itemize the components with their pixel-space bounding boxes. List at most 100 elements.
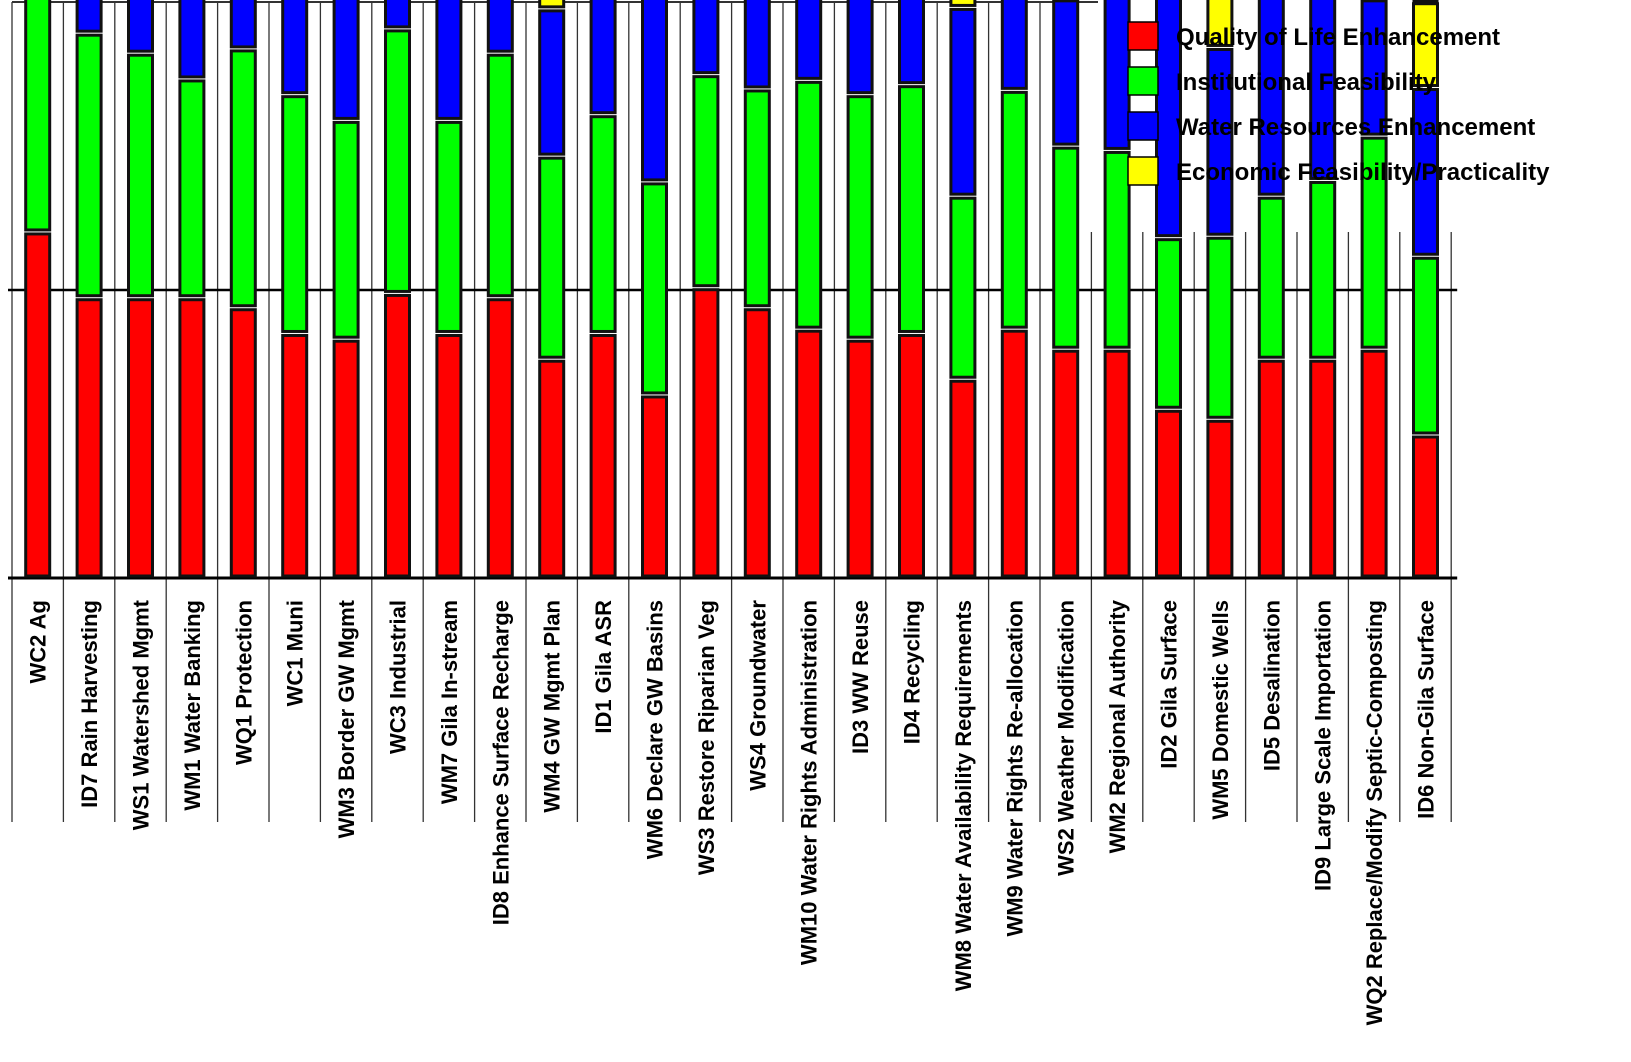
bar-segment-quality-of-life-enhancement bbox=[332, 339, 360, 578]
bar-segment-water-resources-enhancement bbox=[178, 0, 206, 79]
bar-segment-water-resources-enhancement bbox=[127, 0, 154, 53]
category-label: WM8 Water Availability Requirements bbox=[951, 600, 976, 991]
bar-segment-water-resources-enhancement bbox=[1309, 0, 1337, 180]
bar-segment-economic-feasibility-practicality bbox=[1206, 0, 1234, 47]
bar-segment-institutional-feasibility bbox=[795, 80, 823, 329]
bar-segment-quality-of-life-enhancement bbox=[1000, 329, 1028, 578]
bar-segment-water-resources-enhancement bbox=[281, 0, 309, 95]
category-label: ID3 WW Reuse bbox=[848, 600, 873, 754]
bar-segment-water-resources-enhancement bbox=[589, 0, 617, 115]
bar-segment-water-resources-enhancement bbox=[1412, 88, 1439, 256]
bar-segment-quality-of-life-enhancement bbox=[846, 339, 874, 578]
category-label: WM5 Domestic Wells bbox=[1208, 600, 1233, 820]
category-label: ID2 Gila Surface bbox=[1157, 600, 1182, 769]
bar-segment-water-resources-enhancement bbox=[949, 7, 977, 196]
bar-segment-quality-of-life-enhancement bbox=[127, 298, 154, 578]
category-label: WQ2 Replace/Modify Septic-Composting bbox=[1362, 600, 1387, 1025]
category-label: WS2 Weather Modification bbox=[1054, 600, 1079, 876]
bar-segment-water-resources-enhancement bbox=[743, 0, 771, 89]
category-label: ID8 Enhance Surface Recharge bbox=[488, 600, 513, 925]
bar-segment-institutional-feasibility bbox=[281, 95, 309, 333]
bar-segment-water-resources-enhancement bbox=[1052, 0, 1080, 146]
bar-segment-water-resources-enhancement bbox=[1206, 47, 1234, 236]
legend: Quality of Life Enhancement Institutional… bbox=[1127, 21, 1550, 186]
bar-segment-water-resources-enhancement bbox=[795, 0, 823, 80]
bar-segment-institutional-feasibility bbox=[846, 95, 874, 339]
bar-segment-water-resources-enhancement bbox=[229, 0, 257, 49]
bar-segment-water-resources-enhancement bbox=[384, 0, 411, 29]
bar-segment-institutional-feasibility bbox=[692, 75, 720, 288]
bar-segment-quality-of-life-enhancement bbox=[538, 359, 566, 578]
bar-segment-institutional-feasibility bbox=[1309, 180, 1337, 359]
category-label: ID9 Large Scale Importation bbox=[1311, 600, 1336, 891]
bar-segment-institutional-feasibility bbox=[229, 49, 257, 308]
bar-segment-quality-of-life-enhancement bbox=[1309, 359, 1337, 578]
bar-segment-institutional-feasibility bbox=[332, 120, 360, 339]
bar-segment-quality-of-life-enhancement bbox=[75, 298, 103, 578]
category-label: WC1 Muni bbox=[283, 600, 308, 706]
category-label: WC2 Ag bbox=[26, 600, 51, 684]
bar-segment-institutional-feasibility bbox=[949, 196, 977, 379]
category-labels: WC2 Ag ID7 Rain Harvesting WS1 Watershed M… bbox=[26, 599, 1439, 1025]
legend-label: Water Resources Enhancement bbox=[1176, 114, 1535, 141]
bar-segment-water-resources-enhancement bbox=[1155, 0, 1182, 238]
bar-segment-quality-of-life-enhancement bbox=[1412, 435, 1439, 578]
bar-segment-water-resources-enhancement bbox=[486, 0, 514, 53]
bars bbox=[24, 0, 1439, 578]
bar-segment-quality-of-life-enhancement bbox=[1155, 409, 1182, 578]
bar-segment-water-resources-enhancement bbox=[75, 0, 103, 33]
bar-cap bbox=[1412, 0, 1439, 5]
bar-segment-quality-of-life-enhancement bbox=[281, 333, 309, 578]
bar-segment-institutional-feasibility bbox=[24, 0, 52, 232]
bar-segment-water-resources-enhancement bbox=[846, 0, 874, 95]
bar-segment-water-resources-enhancement bbox=[435, 0, 463, 120]
bar-segment-institutional-feasibility bbox=[538, 156, 566, 359]
bar-segment-quality-of-life-enhancement bbox=[1052, 349, 1080, 578]
bar-segment-water-resources-enhancement bbox=[692, 0, 720, 75]
category-label: ID5 Desalination bbox=[1259, 600, 1284, 771]
bar-segment-institutional-feasibility bbox=[1000, 90, 1028, 329]
bar-segment-quality-of-life-enhancement bbox=[1206, 419, 1234, 578]
category-label: WM6 Declare GW Basins bbox=[643, 600, 668, 859]
bar-segment-economic-feasibility-practicality bbox=[1412, 2, 1439, 88]
bar-segment-institutional-feasibility bbox=[75, 33, 103, 298]
bar-segment-quality-of-life-enhancement bbox=[384, 293, 411, 578]
legend-label: Institutional Feasibility bbox=[1176, 69, 1437, 96]
bar-segment-institutional-feasibility bbox=[1257, 196, 1285, 359]
bar-segment-quality-of-life-enhancement bbox=[1103, 349, 1131, 578]
bar-segment-water-resources-enhancement bbox=[641, 0, 668, 182]
category-label: WM1 Water Banking bbox=[180, 600, 205, 811]
category-label: WM7 Gila In-stream bbox=[437, 600, 462, 804]
bar-segment-institutional-feasibility bbox=[486, 53, 514, 298]
legend-swatch bbox=[1127, 66, 1159, 96]
bar-segment-quality-of-life-enhancement bbox=[486, 298, 514, 578]
bar-segment-institutional-feasibility bbox=[384, 29, 411, 293]
bar-segment-institutional-feasibility bbox=[435, 120, 463, 333]
bar-segment-institutional-feasibility bbox=[898, 85, 925, 333]
bar-segment-quality-of-life-enhancement bbox=[743, 308, 771, 578]
bar-segment-institutional-feasibility bbox=[1412, 256, 1439, 435]
category-label: ID6 Non-Gila Surface bbox=[1414, 600, 1439, 819]
bar-segment-quality-of-life-enhancement bbox=[435, 333, 463, 578]
bar-segment-quality-of-life-enhancement bbox=[692, 288, 720, 578]
bar-segment-water-resources-enhancement bbox=[538, 9, 566, 156]
bar-segment-quality-of-life-enhancement bbox=[229, 308, 257, 578]
bar-segment-institutional-feasibility bbox=[743, 89, 771, 308]
bar-segment-quality-of-life-enhancement bbox=[1360, 349, 1388, 578]
bar-segment-institutional-feasibility bbox=[589, 115, 617, 333]
legend-label: Quality of Life Enhancement bbox=[1176, 24, 1500, 51]
bar-segment-quality-of-life-enhancement bbox=[589, 333, 617, 578]
bar-segment-water-resources-enhancement bbox=[898, 0, 925, 85]
category-label: WM2 Regional Authority bbox=[1105, 599, 1130, 853]
bar-segment-institutional-feasibility bbox=[1155, 238, 1182, 409]
category-label: ID7 Rain Harvesting bbox=[77, 600, 102, 808]
category-label: WS3 Restore Riparian Veg bbox=[694, 600, 719, 875]
bar-segment-quality-of-life-enhancement bbox=[795, 329, 823, 578]
category-label: ID1 Gila ASR bbox=[591, 600, 616, 734]
category-label: WQ1 Protection bbox=[231, 600, 256, 765]
bar-segment-quality-of-life-enhancement bbox=[24, 232, 52, 578]
category-label: WM4 GW Mgmt Plan bbox=[540, 600, 565, 813]
bar-segment-institutional-feasibility bbox=[641, 182, 668, 395]
category-label: WM3 Border GW Mgmt bbox=[334, 599, 359, 838]
bar-segment-water-resources-enhancement bbox=[1000, 0, 1028, 90]
